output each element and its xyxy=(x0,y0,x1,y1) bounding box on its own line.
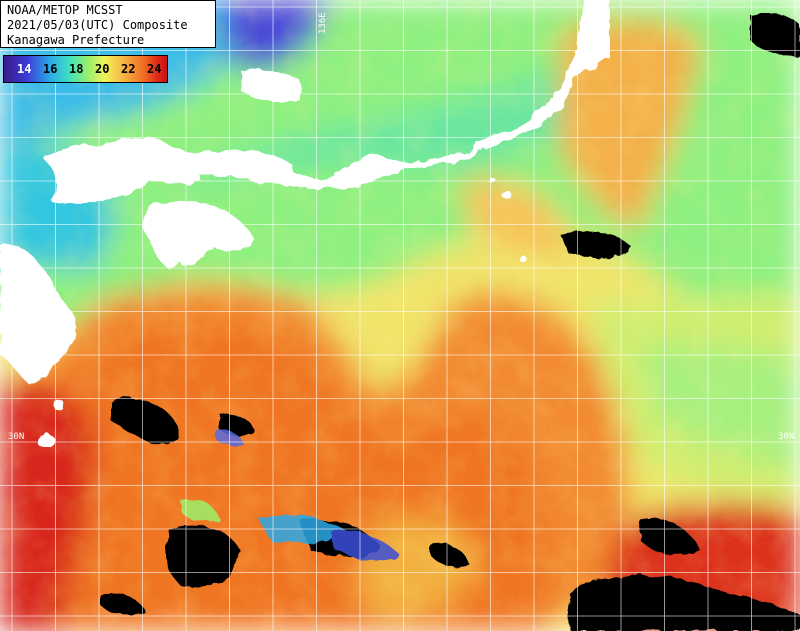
legend-tick-20: 20 xyxy=(95,62,110,76)
latitude-label-30n-left: 30N xyxy=(8,432,25,442)
title-date: 2021/05/03(UTC) Composite xyxy=(7,18,188,32)
legend-tick-14: 14 xyxy=(17,62,32,76)
title-source: NOAA/METOP MCSST xyxy=(7,3,123,17)
longitude-label-136e: 136E xyxy=(318,12,328,34)
latitude-label-30n-right: 30N xyxy=(778,432,795,442)
temperature-legend: 14 16 18 20 22 24 xyxy=(3,55,168,83)
map-title-box: NOAA/METOP MCSST 2021/05/03(UTC) Composi… xyxy=(0,0,216,48)
legend-tick-16: 16 xyxy=(43,62,58,76)
legend-tick-24: 24 xyxy=(147,62,162,76)
legend-tick-18: 18 xyxy=(69,62,84,76)
title-region: Kanagawa Prefecture xyxy=(7,33,145,47)
legend-tick-22: 22 xyxy=(121,62,136,76)
shikoku-landmass xyxy=(142,201,255,270)
cold-cloud-edges xyxy=(180,429,400,561)
